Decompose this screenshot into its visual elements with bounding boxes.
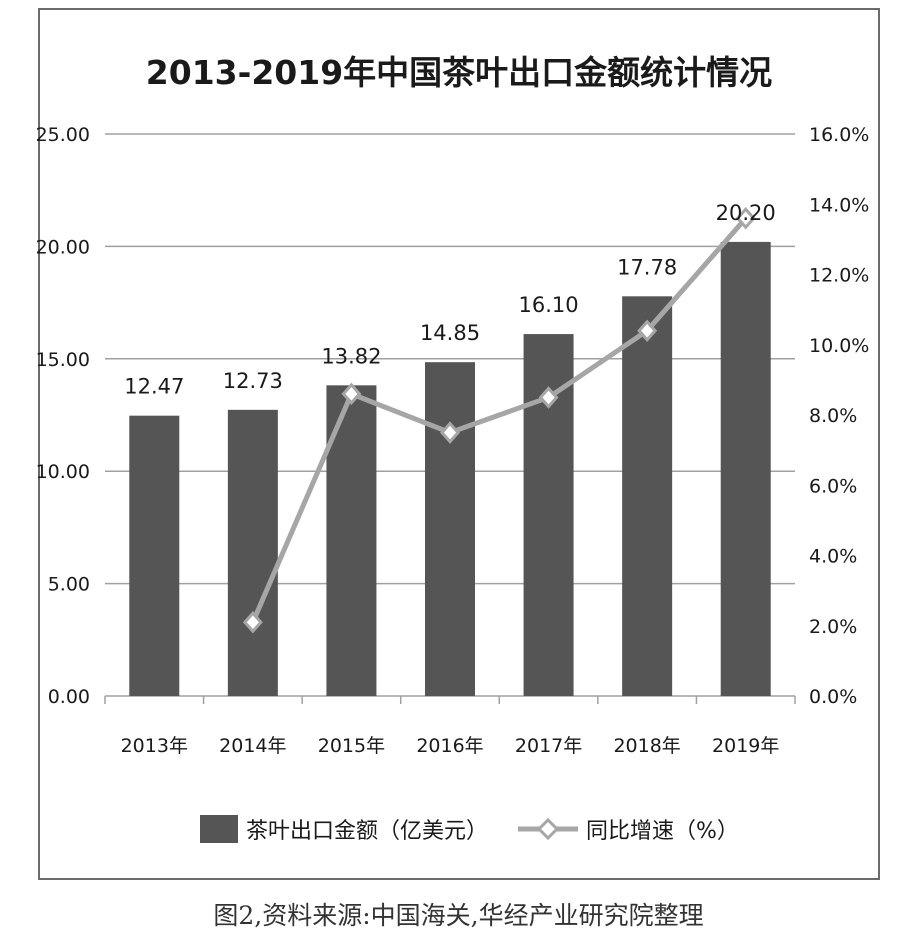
y-right-tick-label: 8.0% [809,405,857,427]
growth-line [250,216,748,624]
bar [425,362,475,696]
bar-data-label: 14.85 [420,321,480,345]
y-right-tick-label: 0.0% [809,686,857,708]
x-tick-label: 2018年 [613,735,680,757]
x-tick-label: 2013年 [121,735,188,757]
legend: 茶叶出口金额（亿美元） 同比增速（%） [200,815,739,844]
y-right-tick-label: 4.0% [809,546,857,568]
growth-point [637,319,658,342]
bar [720,241,771,697]
growth-point [538,386,559,409]
growth-point [242,610,263,634]
legend-bar-swatch [200,815,238,843]
growth-point [735,207,756,230]
growth-point [341,382,362,406]
chart-title: 2013-2019年中国茶叶出口金额统计情况 [146,53,772,92]
bar-data-label: 20.20 [716,201,776,225]
bar-data-label: 12.73 [223,369,283,393]
bar [129,415,180,696]
y-right-tick-label: 10.0% [809,335,869,357]
y-left-tick-label: 20.00 [36,236,90,258]
y-left-tick-label: 5.00 [48,574,90,596]
bar-data-label: 13.82 [321,344,381,368]
bar [622,296,673,696]
legend-line-marker [536,817,560,841]
y-right-tick-label: 12.0% [809,265,869,287]
y-right-tick-label: 6.0% [809,475,857,497]
y-right-tick-label: 14.0% [809,194,869,216]
legend-bar-label: 茶叶出口金额（亿美元） [246,819,488,844]
y-right-tick-label: 16.0% [809,124,869,146]
x-tick-label: 2014年 [219,735,286,757]
x-tick-label: 2015年 [318,735,385,757]
x-tick-label: 2017年 [515,735,582,757]
grid-layer [104,133,796,704]
bar [227,409,278,696]
bar-data-label: 17.78 [617,255,677,279]
bar-data-label: 12.47 [124,375,184,399]
x-tick-label: 2016年 [416,735,483,757]
label-layer: 0.00 5.00 10.00 15.00 20.00 25.00 0.0% 2.0% 4.0%… [36,124,870,757]
chart-svg: 2013-2019年中国茶叶出口金额统计情况 0.00 5.00 10.00 15.0… [36,53,870,844]
y-left-tick-label: 10.00 [36,461,90,483]
figure-caption: 图2,资料来源:中国海关,华经产业研究院整理 [213,901,704,930]
bar-data-label: 16.10 [519,293,579,317]
legend-line-label: 同比增速（%） [586,819,739,844]
y-left-tick-label: 15.00 [36,349,90,371]
line-layer [242,207,756,634]
x-tick-label: 2019年 [712,735,779,757]
y-left-tick-label: 0.00 [48,686,90,708]
y-right-tick-label: 2.0% [809,616,857,638]
growth-point [439,421,461,444]
y-left-tick-label: 25.00 [36,124,90,146]
bar-layer [129,241,771,697]
